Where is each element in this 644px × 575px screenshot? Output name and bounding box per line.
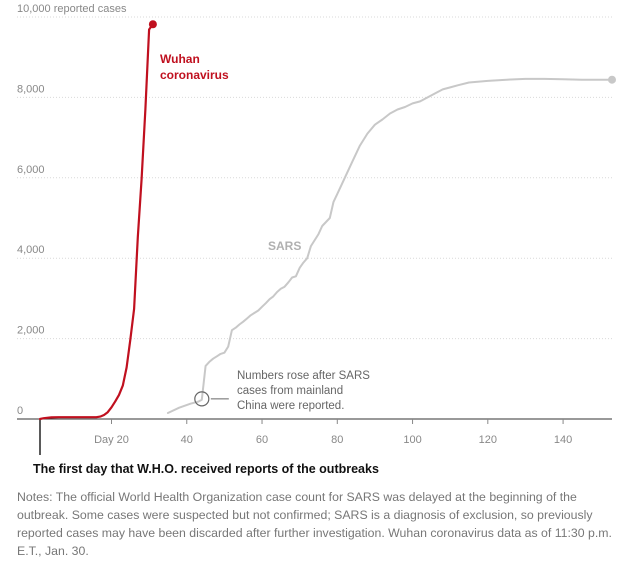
y-tick-label: 6,000 — [17, 164, 45, 176]
x-tick-label: 40 — [181, 434, 193, 446]
line-chart: 0 2,000 4,000 6,000 8,000 10,000 reported cas… — [17, 3, 616, 455]
series-labels: Wuhan coronavirus SARS — [160, 52, 301, 253]
label-line: coronavirus — [160, 68, 229, 82]
y-tick-label: 10,000 reported cases — [17, 3, 127, 15]
y-tick-label: 4,000 — [17, 244, 45, 256]
x-tick-label: 140 — [554, 434, 572, 446]
wuhan-coronavirus-label: Wuhan coronavirus — [160, 52, 229, 82]
annotation-line: China were reported. — [237, 400, 344, 412]
annotation: Numbers rose after SARS cases from mainla… — [194, 370, 370, 412]
y-tick-label: 2,000 — [17, 325, 45, 337]
x-tick-label: Day 20 — [94, 434, 129, 446]
y-tick-label: 0 — [17, 405, 23, 417]
annotation-line: Numbers rose after SARS — [237, 370, 370, 382]
sars-label: SARS — [268, 239, 301, 253]
annotation-line: cases from mainland — [237, 385, 343, 397]
gridlines — [17, 16, 612, 420]
chart-notes: Notes: The official World Health Organiz… — [17, 490, 612, 558]
sars-endpoint — [608, 75, 616, 84]
wuhan-coronavirus-endpoint — [148, 20, 157, 29]
x-tick-label: 60 — [256, 434, 268, 446]
x-tick-label: 80 — [331, 434, 343, 446]
x-tick-label: 100 — [403, 434, 421, 446]
sars-line — [166, 77, 613, 414]
y-tick-label: 8,000 — [17, 83, 45, 95]
y-axis-ticks: 0 2,000 4,000 6,000 8,000 10,000 reported cas… — [17, 3, 127, 417]
x-axis-caption: The first day that W.H.O. received repor… — [33, 462, 379, 476]
annotation-circle — [194, 391, 210, 407]
x-tick-label: 120 — [479, 434, 497, 446]
label-line: Wuhan — [160, 52, 200, 66]
annotation-text: Numbers rose after SARS cases from mainla… — [237, 370, 370, 412]
wuhan-coronavirus-line — [38, 23, 154, 421]
series-lines — [38, 20, 616, 421]
x-axis: Day 20 40 60 80 100 120 140 — [39, 419, 572, 455]
